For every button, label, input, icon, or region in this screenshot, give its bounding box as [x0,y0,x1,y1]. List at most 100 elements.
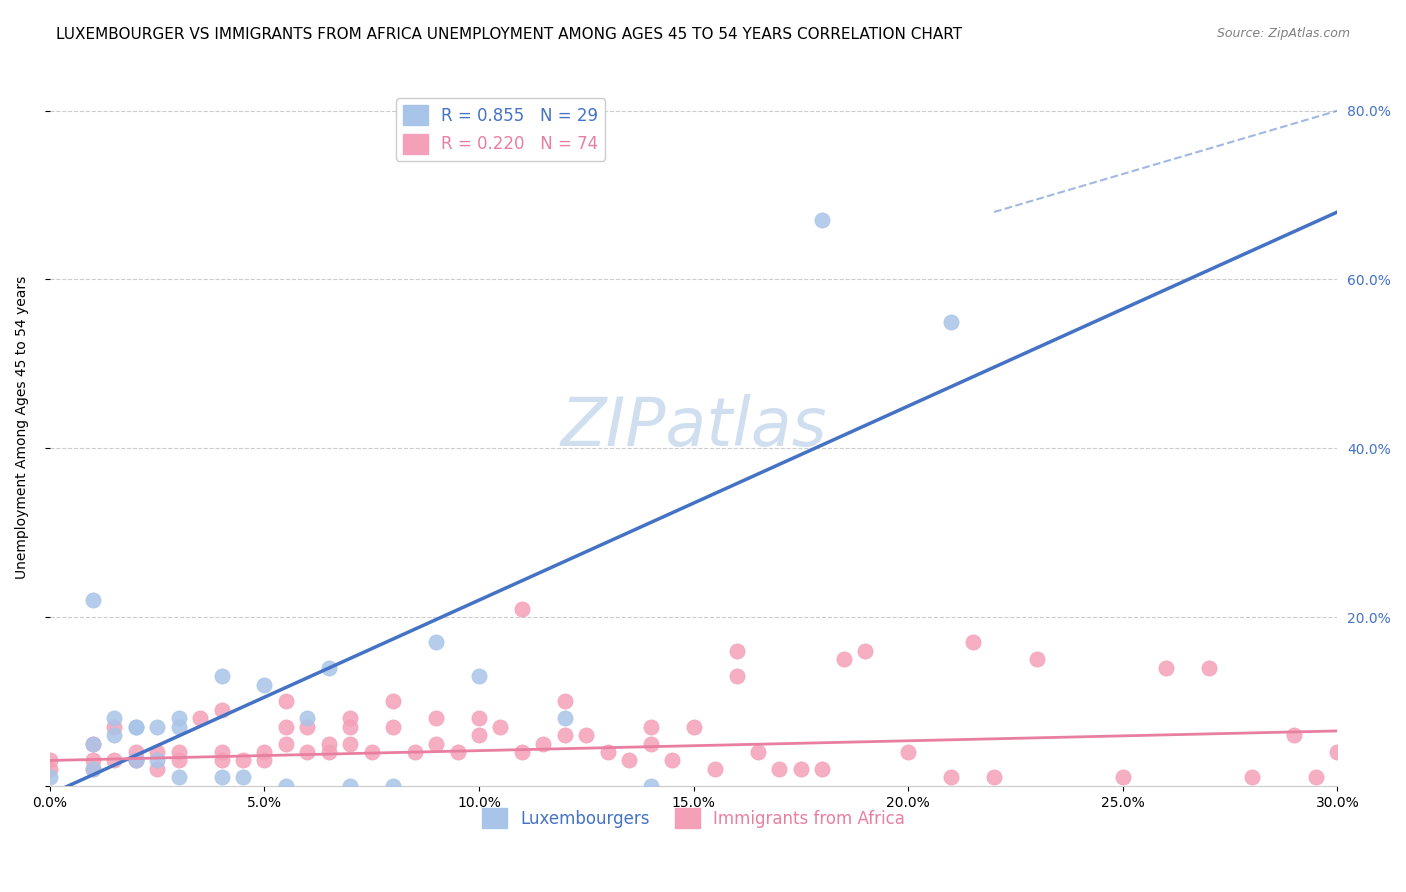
Point [619,754,641,768]
Point [146,745,169,759]
Point [768,762,790,776]
Text: ZIPatlas: ZIPatlas [561,394,827,460]
Point [274,720,297,734]
Point [489,720,512,734]
Point [425,635,447,649]
Point [318,737,340,751]
Point [404,745,426,759]
Point [510,745,533,759]
Point [188,711,211,725]
Point [167,711,190,725]
Point [554,694,576,708]
Point [1198,660,1220,674]
Point [853,644,876,658]
Point [382,694,405,708]
Point [468,669,491,683]
Point [640,779,662,793]
Point [939,315,962,329]
Point [82,762,104,776]
Point [146,762,169,776]
Point [103,720,125,734]
Point [124,754,146,768]
Point [253,754,276,768]
Point [297,745,319,759]
Point [124,754,146,768]
Point [167,720,190,734]
Point [1240,770,1263,784]
Point [211,703,233,717]
Point [339,779,361,793]
Point [554,711,576,725]
Point [211,754,233,768]
Point [682,720,704,734]
Point [382,779,405,793]
Point [510,601,533,615]
Point [725,669,748,683]
Point [232,754,254,768]
Point [640,720,662,734]
Point [124,745,146,759]
Text: Source: ZipAtlas.com: Source: ZipAtlas.com [1216,27,1350,40]
Point [38,762,60,776]
Point [939,770,962,784]
Point [983,770,1005,784]
Point [575,728,598,742]
Point [274,737,297,751]
Point [167,770,190,784]
Point [211,745,233,759]
Point [725,644,748,658]
Point [1112,770,1135,784]
Point [232,770,254,784]
Point [790,762,813,776]
Point [811,762,834,776]
Point [661,754,683,768]
Point [253,677,276,691]
Point [468,728,491,742]
Point [103,711,125,725]
Point [468,711,491,725]
Point [274,694,297,708]
Point [38,770,60,784]
Point [382,720,405,734]
Point [82,737,104,751]
Y-axis label: Unemployment Among Ages 45 to 54 years: Unemployment Among Ages 45 to 54 years [15,276,30,579]
Point [146,720,169,734]
Point [554,728,576,742]
Point [274,779,297,793]
Point [1284,728,1306,742]
Point [167,754,190,768]
Point [103,754,125,768]
Point [318,745,340,759]
Point [704,762,727,776]
Point [1326,745,1348,759]
Point [962,635,984,649]
Point [82,593,104,607]
Point [640,737,662,751]
Point [167,745,190,759]
Point [211,770,233,784]
Point [297,711,319,725]
Point [124,720,146,734]
Point [360,745,382,759]
Point [1026,652,1049,666]
Point [146,754,169,768]
Point [897,745,920,759]
Point [425,737,447,751]
Point [124,720,146,734]
Point [596,745,619,759]
Point [1305,770,1327,784]
Point [82,737,104,751]
Point [38,754,60,768]
Legend: Luxembourgers, Immigrants from Africa: Luxembourgers, Immigrants from Africa [475,801,912,835]
Point [747,745,769,759]
Point [811,213,834,227]
Point [253,745,276,759]
Point [211,669,233,683]
Text: LUXEMBOURGER VS IMMIGRANTS FROM AFRICA UNEMPLOYMENT AMONG AGES 45 TO 54 YEARS CO: LUXEMBOURGER VS IMMIGRANTS FROM AFRICA U… [56,27,962,42]
Point [103,728,125,742]
Point [82,754,104,768]
Point [339,737,361,751]
Point [832,652,855,666]
Point [339,720,361,734]
Point [297,720,319,734]
